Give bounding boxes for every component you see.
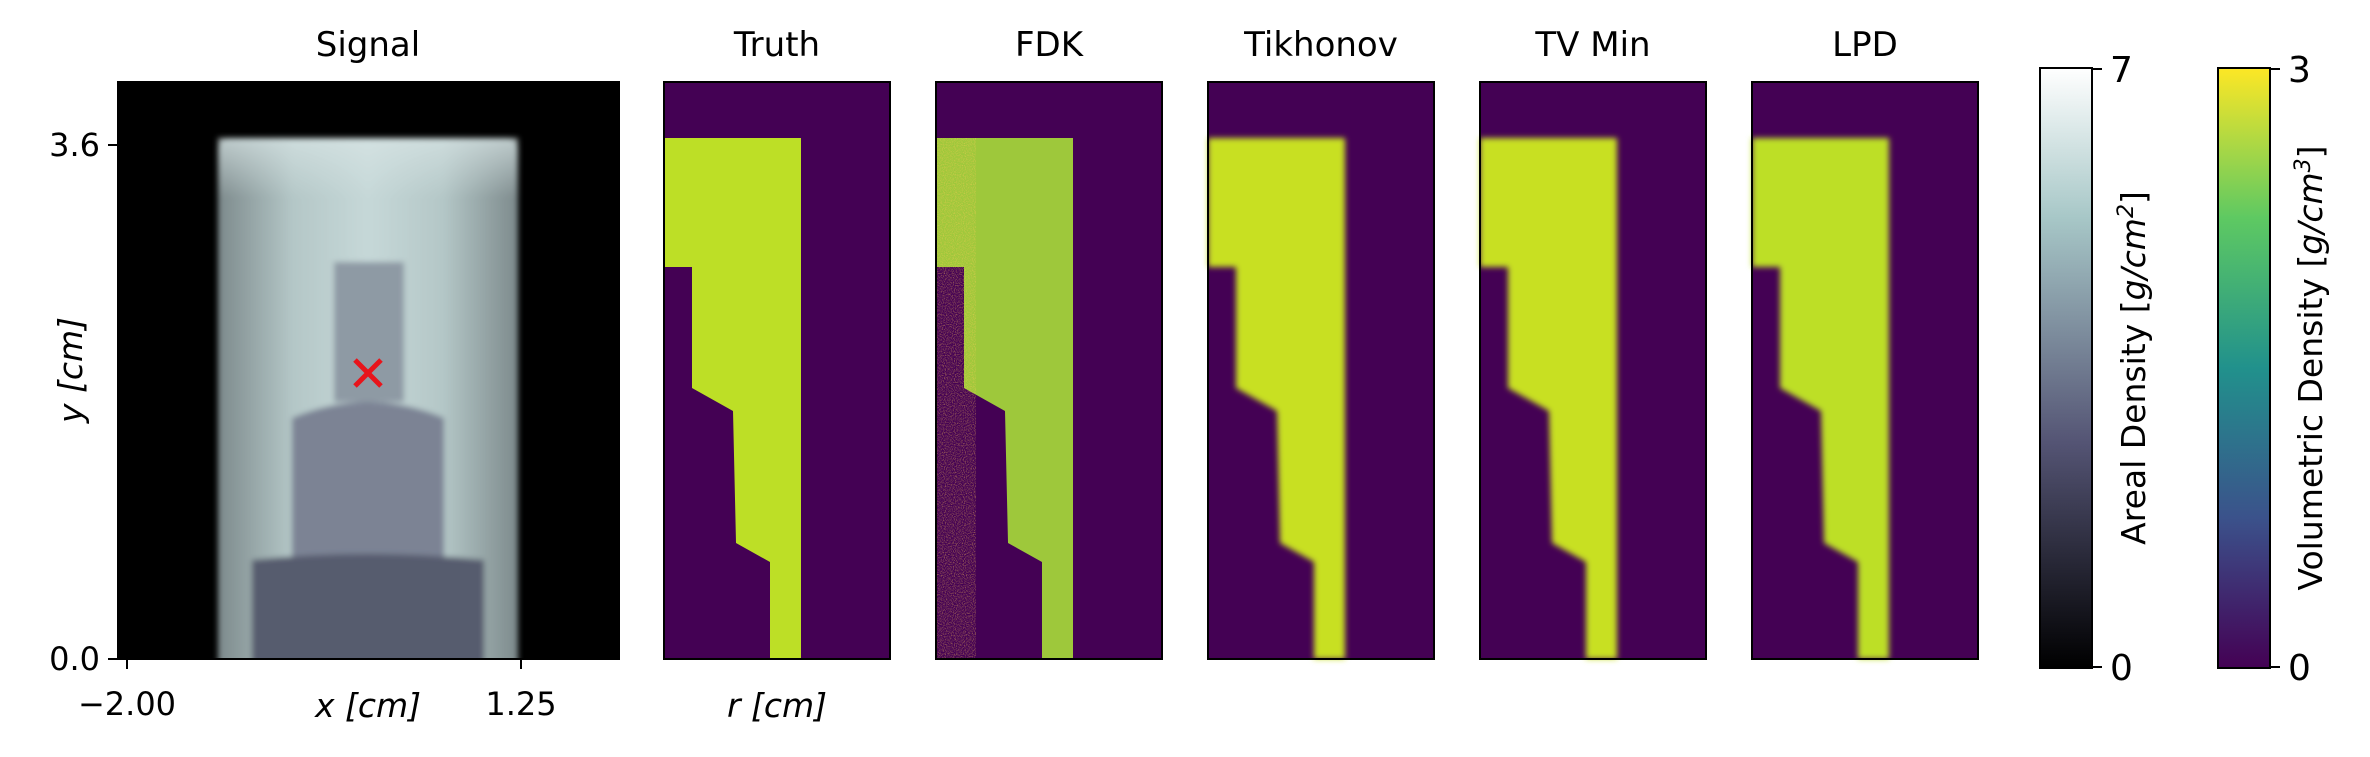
x-axis-label: x [cm] (314, 686, 421, 725)
areal-density-colorbar: 7 0 Areal Density [g/cm2] (2039, 50, 2154, 689)
volumetric-colorbar-max: 3 (2288, 50, 2311, 91)
r-axis-label: r [cm] (727, 686, 827, 725)
y-tick-label-min: 0.0 (49, 640, 100, 678)
areal-colorbar-max: 7 (2110, 50, 2133, 91)
areal-colorbar-min: 0 (2110, 648, 2133, 689)
signal-marker (353, 358, 383, 388)
tvmin-panel: TV Min (1479, 25, 1707, 660)
volumetric-colorbar-min: 0 (2288, 648, 2311, 689)
lpd-density-region (1752, 138, 1889, 659)
signal-panel: Signal −2.00 1.25 3.6 0.0 x [cm] y [cm] (49, 25, 620, 725)
lpd-title: LPD (1832, 25, 1898, 65)
signal-image (118, 82, 619, 659)
truth-panel: Truth r [cm] (663, 25, 891, 725)
tvmin-title: TV Min (1534, 25, 1650, 65)
tikhonov-title: Tikhonov (1243, 25, 1398, 65)
fdk-title: FDK (1015, 25, 1085, 65)
y-axis-label: y [cm] (51, 317, 90, 424)
truth-title: Truth (733, 25, 820, 65)
x-tick-label-min: −2.00 (78, 685, 176, 723)
lpd-panel: LPD (1751, 25, 1979, 660)
y-tick-label-max: 3.6 (49, 126, 100, 164)
volumetric-colorbar-label: Volumetric Density [g/cm3] (2291, 145, 2331, 590)
areal-colorbar-label: Areal Density [g/cm2] (2114, 191, 2154, 545)
tikhonov-panel: Tikhonov (1207, 25, 1435, 660)
truth-density-region (664, 138, 801, 659)
fdk-panel: FDK (935, 25, 1163, 660)
tikhonov-density-region (1208, 138, 1345, 659)
x-tick-label-max: 1.25 (485, 685, 556, 723)
tvmin-density-region (1480, 138, 1617, 659)
signal-title: Signal (316, 25, 420, 65)
volumetric-density-colorbar: 3 0 Volumetric Density [g/cm3] (2217, 50, 2331, 689)
